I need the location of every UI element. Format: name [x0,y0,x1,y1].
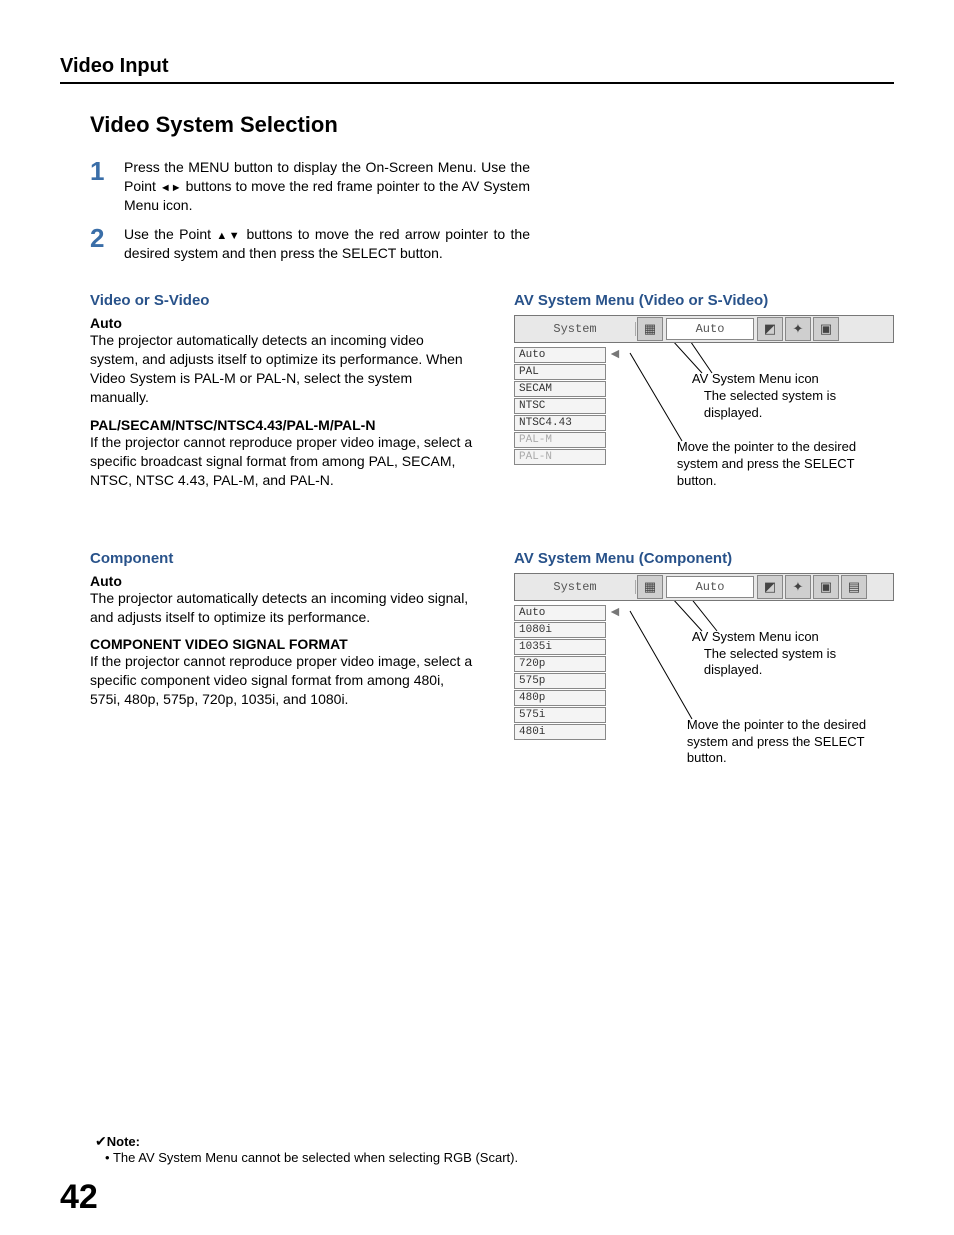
menu-item: NTSC4.43 [514,415,606,431]
menu-item: 720p [514,656,606,672]
auto-text-1: The projector automatically detects an i… [90,331,474,407]
callout-2a-sub: The selected system is displayed. [704,646,894,680]
menu-item: PAL-N [514,449,606,465]
menu-item: 480p [514,690,606,706]
ud-arrows-icon: ▲▼ [216,230,241,242]
menu-topbar-2: System ▦ Auto ◩ ✦ ▣ ▤ [514,573,894,601]
callout-2a: AV System Menu icon The selected system … [692,629,894,680]
menu-icon: ✦ [785,317,811,341]
auto-heading-1: Auto [90,315,474,331]
menu-item: NTSC [514,398,606,414]
menu-value-1: Auto [666,318,754,340]
note-bullet: • [105,1150,110,1165]
av-menu-screenshot-2: System ▦ Auto ◩ ✦ ▣ ▤ Auto 1080i 1035i 7… [514,573,894,741]
menu-item: Auto [514,347,606,363]
menu-icon: ◩ [757,575,783,599]
auto-text-2: The projector automatically detects an i… [90,589,474,627]
check-icon: ✔ [95,1133,107,1149]
heading-av-menu-2: AV System Menu (Component) [514,550,894,567]
menu-item: 1080i [514,622,606,638]
step-2: 2 Use the Point ▲▼ buttons to move the r… [90,225,530,263]
menu-icon: ▦ [637,317,663,341]
callout-1a: AV System Menu icon The selected system … [692,371,894,422]
note-head: Note: [107,1134,140,1149]
page-number: 42 [60,1178,98,1217]
section-header: Video Input [60,55,894,84]
step-2-text: Use the Point ▲▼ buttons to move the red… [124,225,530,263]
formats-text-2: If the projector cannot reproduce proper… [90,652,474,709]
step-1: 1 Press the MENU button to display the O… [90,158,530,215]
menu-value-2: Auto [666,576,754,598]
callout-2b: Move the pointer to the desired system a… [687,717,882,768]
lr-arrows-icon: ◄► [160,182,182,194]
heading-video-svideo: Video or S-Video [90,292,474,309]
callout-2a-title: AV System Menu icon [692,629,894,646]
formats-text-1: If the projector cannot reproduce proper… [90,433,474,490]
step-2-text-before: Use the Point [124,226,216,242]
menu-system-label-2: System [515,580,636,594]
callout-1a-title: AV System Menu icon [692,371,894,388]
menu-icon: ▣ [813,575,839,599]
menu-icon: ▣ [813,317,839,341]
menu-system-label-1: System [515,322,636,336]
menu-pointer-icon: ◄ [608,345,622,361]
menu-item: 575p [514,673,606,689]
menu-list-1: Auto PAL SECAM NTSC NTSC4.43 PAL-M PAL-N [514,347,606,466]
menu-topbar-1: System ▦ Auto ◩ ✦ ▣ [514,315,894,343]
menu-icon: ◩ [757,317,783,341]
menu-pointer-icon: ◄ [608,603,622,619]
menu-icon: ✦ [785,575,811,599]
heading-av-menu-1: AV System Menu (Video or S-Video) [514,292,894,309]
step-2-number: 2 [90,225,110,263]
callout-1b: Move the pointer to the desired system a… [677,439,867,490]
menu-item: PAL [514,364,606,380]
menu-icon: ▤ [841,575,867,599]
formats-heading-1: PAL/SECAM/NTSC/NTSC4.43/PAL-M/PAL-N [90,417,474,433]
step-1-number: 1 [90,158,110,215]
note-text: The AV System Menu cannot be selected wh… [113,1150,518,1165]
heading-component: Component [90,550,474,567]
step-1-text-after: buttons to move the red frame pointer to… [124,178,530,213]
step-1-text: Press the MENU button to display the On-… [124,158,530,215]
av-menu-screenshot-1: System ▦ Auto ◩ ✦ ▣ Auto PAL SECAM NTSC … [514,315,894,466]
menu-item: PAL-M [514,432,606,448]
page-title: Video System Selection [90,112,894,138]
formats-heading-2: COMPONENT VIDEO SIGNAL FORMAT [90,636,474,652]
menu-item: SECAM [514,381,606,397]
menu-item: 480i [514,724,606,740]
menu-list-2: Auto 1080i 1035i 720p 575p 480p 575i 480… [514,605,606,741]
section-component: Component Auto The projector automatical… [90,550,894,741]
menu-item: 1035i [514,639,606,655]
menu-icon: ▦ [637,575,663,599]
callout-1a-sub: The selected system is displayed. [704,388,894,422]
menu-item: Auto [514,605,606,621]
note-block: ✔Note: • The AV System Menu cannot be se… [95,1133,518,1165]
auto-heading-2: Auto [90,573,474,589]
steps-list: 1 Press the MENU button to display the O… [90,158,894,262]
menu-item: 575i [514,707,606,723]
section-video-svideo: Video or S-Video Auto The projector auto… [90,292,894,499]
